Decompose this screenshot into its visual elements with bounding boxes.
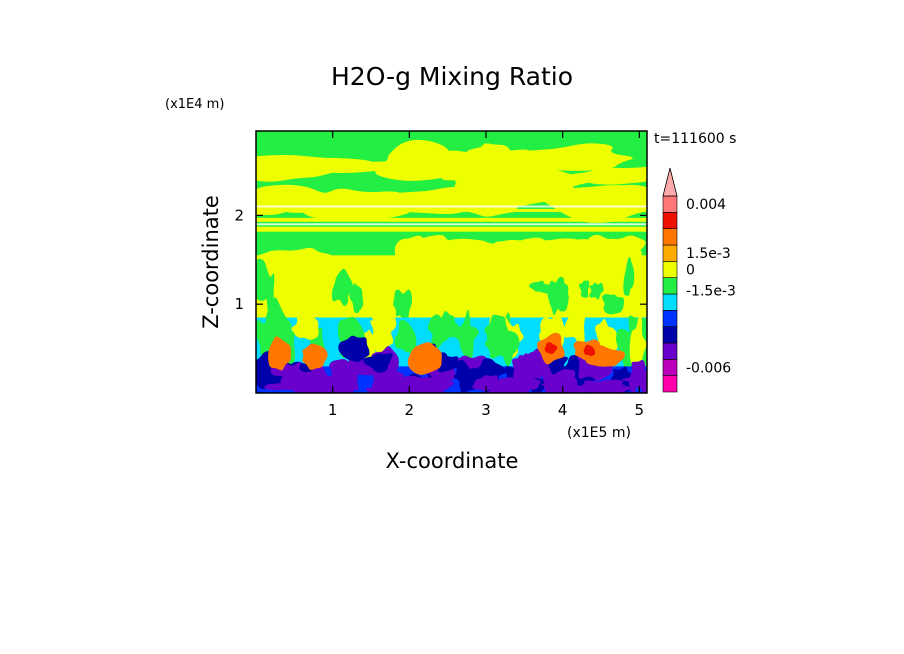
heatmap-region xyxy=(632,379,647,393)
heatmap-region xyxy=(579,280,590,298)
heatmap-region xyxy=(304,378,348,393)
colorbar-level-6 xyxy=(662,277,678,295)
heatmap-region xyxy=(547,280,569,310)
colorbar-tick-label: 0 xyxy=(686,263,695,279)
heatmap-region xyxy=(602,294,624,315)
heatmap-region xyxy=(338,335,370,362)
heatmap-region xyxy=(629,310,647,377)
heatmap-region xyxy=(433,311,461,343)
colorbar-level-9 xyxy=(662,228,678,246)
x-axis-label: X-coordinate xyxy=(386,449,519,473)
heatmap-region xyxy=(475,170,576,209)
x-tick-label: 1 xyxy=(328,401,338,419)
heatmap-region xyxy=(453,359,480,393)
colorbar-level-5 xyxy=(662,293,678,311)
heatmap-fields xyxy=(256,139,647,393)
heatmap-region xyxy=(329,358,355,386)
heatmap-region xyxy=(563,298,586,349)
colorbar-level-11 xyxy=(662,195,678,213)
y-unit-label: (x1E4 m) xyxy=(165,97,224,112)
heatmap-region xyxy=(394,319,417,356)
colorbar-level-7 xyxy=(662,261,678,278)
heatmap-region xyxy=(519,247,569,277)
heatmap-region xyxy=(268,336,292,371)
heatmap-region xyxy=(544,342,558,355)
heatmap-region xyxy=(496,377,541,390)
y-tick-label: 1 xyxy=(234,295,244,313)
time-label: t=111600 s xyxy=(654,131,736,147)
colorbar-tick-label: -1.5e-3 xyxy=(686,284,736,300)
heatmap-region xyxy=(302,188,413,221)
y-axis-label: Z-coordinate xyxy=(199,195,223,329)
heatmap-region xyxy=(400,375,430,393)
heatmap-region xyxy=(587,379,619,393)
heatmap-region xyxy=(256,155,360,182)
colorbar-level-2 xyxy=(662,342,678,360)
heatmap-region xyxy=(434,248,509,280)
colorbar-tick-label: -0.006 xyxy=(686,361,731,377)
heatmap-region xyxy=(349,283,364,314)
heatmap-region xyxy=(256,370,283,390)
colorbar-tick-label: 1.5e-3 xyxy=(686,246,731,262)
heatmap-region xyxy=(589,282,604,300)
heatmap-region xyxy=(263,271,275,313)
heatmap-region xyxy=(529,280,551,294)
heatmap-band-light xyxy=(256,223,647,226)
heatmap-region xyxy=(583,344,596,357)
colorbar-labels: 0.004 1.5e-30 -1.5e-3 -0.006 xyxy=(686,197,736,376)
heatmap-band xyxy=(256,208,647,212)
colorbar-level-8 xyxy=(662,244,678,262)
chart-title: H2O-g Mixing Ratio xyxy=(331,62,573,91)
x-tick-label: 5 xyxy=(635,401,645,419)
heatmap-region xyxy=(512,143,639,171)
x-tick-label: 4 xyxy=(558,401,568,419)
colorbar xyxy=(662,167,678,393)
heatmap-band xyxy=(256,217,647,222)
heatmap-region xyxy=(540,382,588,393)
x-axis-ticks: 1 2 3 4 5 xyxy=(328,131,644,419)
heatmap-region xyxy=(256,247,333,268)
heatmap-region xyxy=(302,343,329,370)
heatmap-region xyxy=(467,143,511,171)
heatmap-region xyxy=(595,184,647,201)
colorbar-level-0 xyxy=(662,375,678,393)
heatmap-region xyxy=(440,165,501,181)
heatmap-region xyxy=(291,310,319,340)
heatmap-region xyxy=(484,330,521,359)
heatmap-band xyxy=(256,226,647,232)
heatmap-region xyxy=(407,342,442,375)
x-tick-label: 3 xyxy=(481,401,491,419)
heatmap-region xyxy=(393,289,413,323)
x-unit-label: (x1E5 m) xyxy=(567,425,631,441)
colorbar-extend-arrow xyxy=(662,167,678,197)
y-axis-ticks: 12 xyxy=(234,206,647,313)
colorbar-level-1 xyxy=(662,359,678,376)
heatmap-region xyxy=(365,383,407,393)
colorbar-level-10 xyxy=(662,212,678,229)
heatmap-region xyxy=(331,268,354,306)
y-tick-label: 2 xyxy=(234,206,244,224)
plot-frame xyxy=(255,130,648,394)
x-tick-label: 2 xyxy=(405,401,415,419)
heatmap-plot-area xyxy=(256,131,647,393)
heatmap-region xyxy=(387,139,452,178)
heatmap-region xyxy=(585,345,625,367)
colorbar-tick-label: 0.004 xyxy=(686,197,726,213)
colorbar-level-4 xyxy=(662,310,678,327)
heatmap-band-light xyxy=(256,205,647,208)
heatmap-region xyxy=(371,297,398,349)
heatmap-region xyxy=(363,353,393,373)
heatmap-region xyxy=(623,256,635,296)
heatmap-region xyxy=(459,309,474,372)
colorbar-level-3 xyxy=(662,326,678,344)
